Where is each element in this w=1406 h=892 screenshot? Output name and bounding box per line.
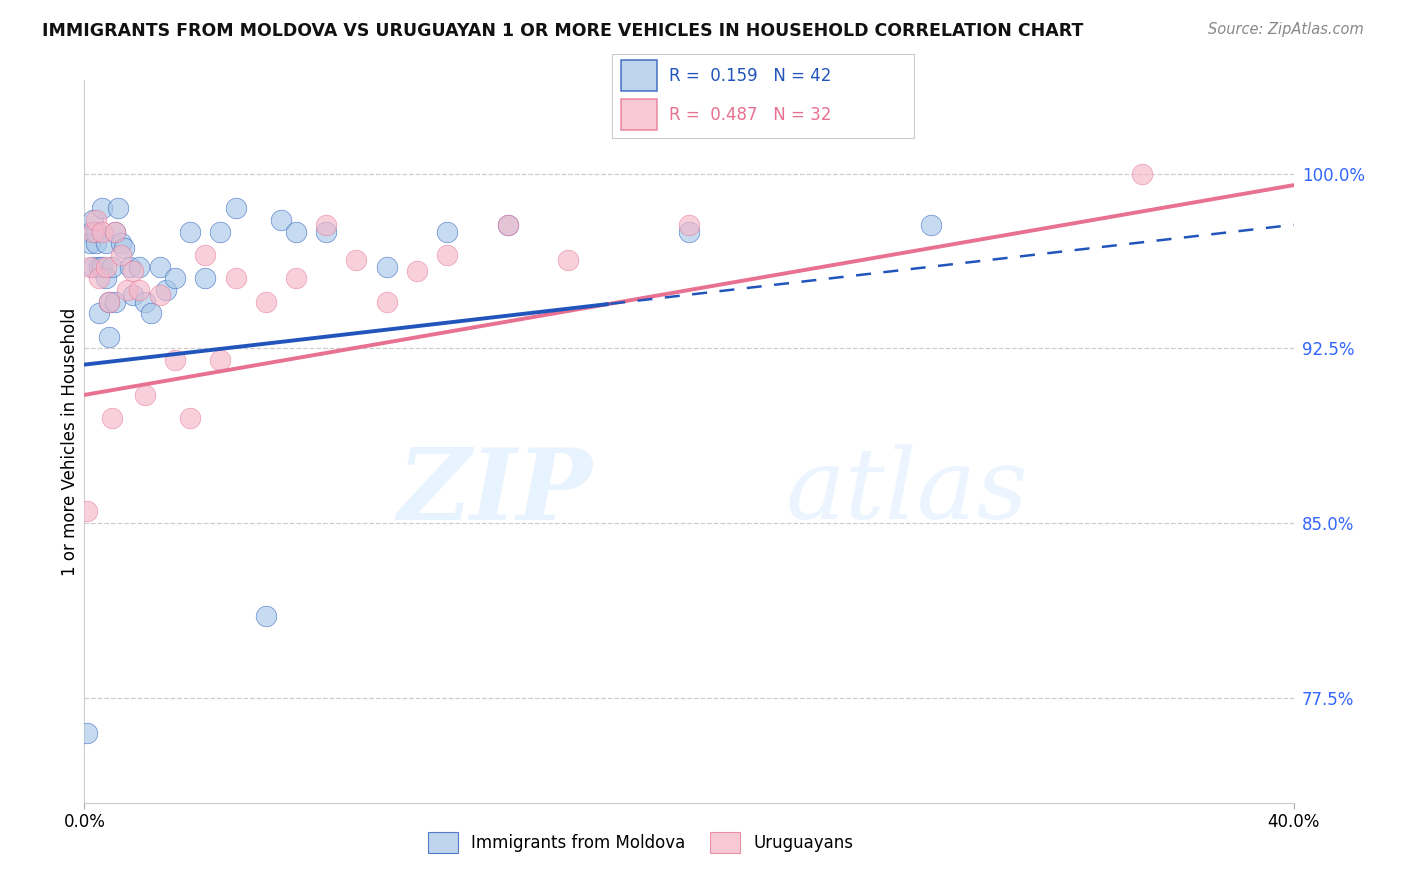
Point (89, 260, 111, 274)
Text: IMMIGRANTS FROM MOLDOVA VS URUGUAYAN 1 OR MORE VEHICLES IN HOUSEHOLD CORRELATION: IMMIGRANTS FROM MOLDOVA VS URUGUAYAN 1 O… (42, 22, 1084, 40)
Point (112, 241, 135, 255)
Point (97, 294, 120, 309)
Point (225, 202, 247, 216)
Point (285, 225, 308, 239)
Point (165, 353, 187, 368)
Point (89, 271, 111, 285)
Point (82, 260, 104, 274)
Point (107, 202, 129, 216)
Point (315, 218, 337, 232)
Point (678, 218, 700, 232)
Point (79, 260, 101, 274)
Point (134, 388, 156, 402)
Point (94, 260, 117, 274)
Point (920, 218, 942, 232)
Point (76, 504, 98, 518)
Text: ZIP: ZIP (398, 444, 592, 541)
Text: R =  0.159   N = 42: R = 0.159 N = 42 (669, 67, 831, 85)
FancyBboxPatch shape (620, 61, 657, 91)
Point (104, 294, 127, 309)
Point (436, 225, 458, 239)
Legend: Immigrants from Moldova, Uruguayans: Immigrants from Moldova, Uruguayans (420, 826, 860, 860)
Point (79, 225, 101, 239)
Point (86, 236, 108, 251)
Point (100, 411, 122, 425)
Text: atlas: atlas (786, 444, 1028, 540)
Text: R =  0.487   N = 32: R = 0.487 N = 32 (669, 105, 831, 123)
Point (678, 225, 700, 239)
Point (375, 294, 398, 309)
Point (209, 353, 232, 368)
Point (375, 260, 398, 274)
Point (104, 225, 127, 239)
Point (91, 225, 114, 239)
Point (406, 264, 429, 278)
Point (110, 248, 132, 262)
Point (496, 218, 519, 232)
Point (194, 248, 217, 262)
Point (94, 271, 117, 285)
Point (209, 225, 232, 239)
Point (104, 225, 127, 239)
Point (285, 271, 308, 285)
Point (121, 264, 143, 278)
Point (97, 329, 120, 343)
Point (254, 294, 277, 309)
Point (254, 609, 277, 624)
Point (165, 271, 187, 285)
Point (557, 252, 579, 267)
Point (79, 236, 101, 251)
Point (86, 225, 108, 239)
FancyBboxPatch shape (620, 99, 657, 130)
Point (91, 260, 114, 274)
Point (128, 283, 150, 297)
Point (346, 252, 368, 267)
Point (194, 271, 217, 285)
Point (155, 283, 177, 297)
Point (91, 202, 114, 216)
Point (100, 260, 122, 274)
Point (149, 287, 172, 301)
Point (149, 260, 172, 274)
Point (76, 726, 98, 740)
Point (97, 294, 120, 309)
Point (436, 248, 458, 262)
Point (139, 306, 162, 320)
Point (110, 236, 132, 251)
Point (89, 306, 111, 320)
Point (121, 287, 143, 301)
Y-axis label: 1 or more Vehicles in Household: 1 or more Vehicles in Household (62, 308, 80, 575)
Point (1130, 167, 1153, 181)
Text: Source: ZipAtlas.com: Source: ZipAtlas.com (1208, 22, 1364, 37)
Point (82, 225, 104, 239)
Point (315, 225, 337, 239)
Point (134, 294, 156, 309)
Point (94, 236, 117, 251)
Point (118, 260, 141, 274)
Point (86, 213, 108, 227)
Point (496, 218, 519, 232)
Point (179, 411, 201, 425)
Point (82, 213, 104, 227)
Point (128, 260, 150, 274)
Point (115, 283, 138, 297)
Point (225, 271, 247, 285)
Point (179, 225, 201, 239)
Point (270, 213, 292, 227)
